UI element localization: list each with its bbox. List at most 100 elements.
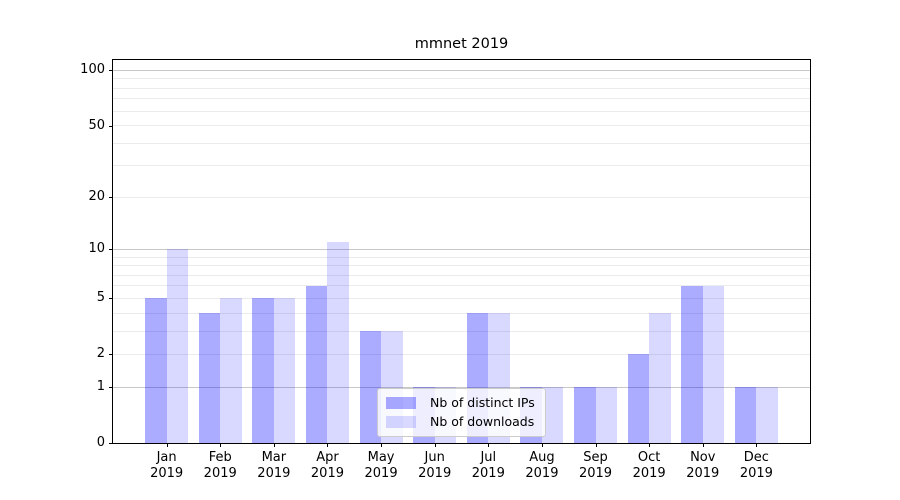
minor-gridline [113, 98, 810, 100]
y-tick-mark [109, 249, 113, 251]
x-tick-year: 2019 [739, 466, 773, 481]
x-tick-mark [595, 443, 597, 447]
major-gridline [113, 386, 810, 388]
bar-downloads-sep [595, 387, 617, 443]
y-tick-mark [109, 197, 113, 199]
minor-gridline [113, 87, 810, 89]
minor-gridline [113, 312, 810, 314]
y-tick-mark [109, 354, 113, 356]
legend-item-distinct-ips: Nb of distinct IPs [386, 396, 537, 410]
x-tick-mark [273, 443, 275, 447]
x-tick-label: Mar 2019 [244, 450, 304, 482]
x-tick-year: 2019 [257, 466, 291, 481]
x-tick-month: Jun [424, 450, 445, 465]
x-tick-label: Dec 2019 [726, 450, 786, 482]
bar-downloads-jan [166, 249, 189, 443]
x-tick-year: 2019 [686, 466, 720, 481]
y-tick-label: 5 [96, 290, 105, 306]
bar-downloads-dec [756, 387, 778, 443]
x-tick-year: 2019 [525, 466, 559, 481]
y-tick-label: 0 [96, 435, 105, 450]
bar-downloads-aug [541, 387, 564, 443]
x-tick-mark [166, 443, 168, 447]
bar-downloads-nov [702, 285, 725, 443]
x-tick-month: Aug [529, 450, 555, 465]
minor-gridline [113, 285, 810, 287]
minor-gridline [113, 196, 810, 198]
x-tick-month: Mar [261, 450, 287, 465]
y-tick-label: 20 [88, 189, 105, 205]
bar-distinct-ips-may [359, 331, 382, 443]
x-tick-label: Apr 2019 [297, 450, 357, 482]
bar-distinct-ips-mar [252, 298, 274, 443]
minor-gridline [113, 110, 810, 112]
x-tick-mark [541, 443, 543, 447]
x-tick-label: Feb 2019 [190, 450, 250, 482]
minor-gridline [113, 78, 810, 80]
x-tick-month: Jan [156, 450, 177, 465]
y-tick-mark [109, 443, 113, 444]
minor-gridline [113, 265, 810, 267]
bar-downloads-mar [273, 298, 296, 443]
x-tick-month: Oct [637, 450, 661, 465]
minor-gridline [113, 142, 810, 144]
minor-gridline [113, 165, 810, 167]
x-tick-month: Apr [316, 450, 339, 465]
legend-item-downloads: Nb of downloads [386, 415, 537, 429]
bar-distinct-ips-jan [145, 298, 167, 443]
x-tick-label: Oct 2019 [619, 450, 679, 482]
x-tick-label: May 2019 [351, 450, 411, 482]
x-tick-mark [381, 443, 383, 447]
x-tick-mark [488, 443, 490, 447]
major-gridline [113, 248, 810, 250]
legend-label-distinct-ips: Nb of distinct IPs [430, 395, 535, 410]
minor-gridline [113, 274, 810, 276]
x-tick-mark [649, 443, 651, 447]
bar-downloads-feb [220, 298, 242, 443]
x-tick-year: 2019 [418, 466, 452, 481]
plot-area: Nb of distinct IPs Nb of downloads [112, 59, 811, 444]
bar-distinct-ips-sep [574, 387, 596, 443]
y-tick-label: 2 [96, 346, 105, 362]
y-tick-mark [109, 298, 113, 300]
x-tick-mark [434, 443, 436, 447]
bar-downloads-apr [327, 242, 349, 443]
x-tick-month: Jul [480, 450, 497, 465]
x-tick-month: Sep [583, 450, 608, 465]
minor-gridline [113, 125, 810, 127]
bar-distinct-ips-oct [627, 354, 650, 443]
x-tick-mark [220, 443, 222, 447]
x-tick-year: 2019 [471, 466, 505, 481]
x-tick-month: Nov [690, 450, 716, 465]
bar-distinct-ips-dec [734, 387, 757, 443]
x-tick-year: 2019 [203, 466, 237, 481]
y-tick-mark [109, 70, 113, 72]
legend-swatch-distinct-ips [386, 397, 416, 409]
x-tick-month: Dec [743, 450, 769, 465]
bar-distinct-ips-nov [681, 285, 703, 443]
x-tick-label: Jun 2019 [405, 450, 465, 482]
minor-gridline [113, 297, 810, 299]
legend-swatch-downloads [386, 416, 416, 428]
bar-distinct-ips-feb [198, 313, 221, 443]
x-tick-label: Nov 2019 [673, 450, 733, 482]
x-tick-year: 2019 [364, 466, 398, 481]
x-tick-month: May [367, 450, 395, 465]
bar-distinct-ips-apr [306, 285, 328, 443]
major-gridline [113, 69, 810, 71]
x-tick-year: 2019 [150, 466, 184, 481]
x-tick-label: Jul 2019 [458, 450, 518, 482]
x-tick-mark [756, 443, 758, 447]
minor-gridline [113, 330, 810, 332]
chart-title: mmnet 2019 [414, 36, 509, 52]
x-tick-year: 2019 [578, 466, 613, 481]
legend: Nb of distinct IPs Nb of downloads [377, 388, 546, 437]
x-tick-month: Feb [208, 450, 232, 465]
minor-gridline [113, 256, 810, 258]
x-tick-year: 2019 [632, 466, 666, 481]
x-tick-year: 2019 [310, 466, 344, 481]
minor-gridline [113, 353, 810, 355]
y-tick-label: 100 [80, 62, 105, 78]
x-tick-label: Jan 2019 [137, 450, 197, 482]
